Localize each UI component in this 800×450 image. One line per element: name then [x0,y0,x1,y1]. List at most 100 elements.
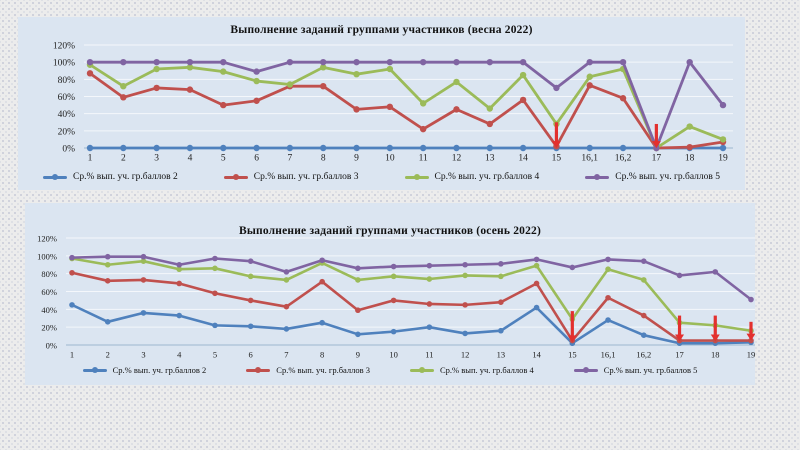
data-point [253,97,260,104]
data-point [319,257,325,264]
data-point [355,331,361,338]
data-point [519,71,527,79]
x-axis-tick-label: 7 [288,154,293,164]
data-point [176,266,183,273]
data-point [498,299,504,305]
legend-item: Ср.% вып. уч. гр.баллов 2 [82,365,206,375]
y-axis-tick-label: 20% [41,323,57,333]
data-point [212,265,218,272]
x-axis-tick-label: 18 [685,154,695,164]
legend-label: Ср.% вып. уч. гр.баллов 2 [73,172,178,182]
data-point [104,278,111,284]
x-axis-tick-label: 11 [419,154,428,164]
data-point [353,58,360,66]
data-point [719,136,727,143]
data-point [186,58,194,66]
x-axis-tick-label: 1 [88,154,93,164]
x-axis-tick-label: 4 [188,154,193,164]
y-axis-tick-label: 0% [46,341,57,351]
legend-label: Ср.% вып. уч. гр.баллов 4 [434,172,540,182]
data-point [498,327,504,334]
data-point [640,332,647,338]
data-point [453,58,460,66]
y-axis-tick-label: 80% [41,269,57,279]
data-point [386,65,394,73]
data-point [355,277,361,283]
x-axis-tick-label: 10 [385,154,395,164]
x-axis-tick-label: 16,1 [601,350,616,360]
data-point [453,78,460,86]
data-point [176,261,183,268]
annotation-arrow-head [710,334,720,342]
data-point [533,280,540,287]
data-point [719,101,727,109]
data-point [419,58,427,66]
y-axis-tick-label: 60% [58,93,76,103]
legend-item: Ср.% вып. уч. гр.баллов 4 [404,172,540,182]
legend-spring: Ср.% вып. уч. гр.баллов 2 Ср.% вып. уч. г… [18,172,745,182]
series-line [70,257,753,333]
data-point [498,273,504,280]
x-axis-tick-label: 16,2 [636,350,651,360]
data-point [320,83,327,90]
data-point [640,277,647,283]
data-point [390,273,397,280]
series-line [70,271,753,342]
legend-item: Ср.% вып. уч. гр.баллов 3 [246,365,370,375]
y-axis-tick-label: 20% [58,127,76,137]
data-point [686,143,693,151]
y-axis-tick-label: 0% [62,145,75,155]
data-point [686,58,693,66]
data-point [426,276,433,282]
x-axis-tick-label: 4 [177,350,182,360]
data-point [486,120,493,128]
line-chart-spring: 0%20%40%60%80%100%120%1 2 3 4 5 6 7 8 9 10 11 12 13 1… [53,42,733,164]
legend-item: Ср.% вып. уч. гр.баллов 5 [573,365,698,375]
data-point [253,68,260,75]
x-axis-tick-label: 3 [154,154,159,164]
data-point [419,125,427,133]
data-point [104,261,111,268]
x-axis-tick-label: 6 [254,154,259,164]
legend-line-marker-icon [246,367,271,373]
x-axis-tick-label: 16,2 [615,154,632,164]
data-point [286,144,294,152]
data-point [212,290,218,297]
chart-title-spring: Выполнение заданий группами участников (… [230,24,533,36]
data-point [220,144,227,152]
data-point [153,84,160,92]
data-point [247,273,254,280]
legend-label: Ср.% вып. уч. гр.баллов 5 [615,172,720,182]
data-point [462,302,468,308]
x-axis-tick-label: 8 [321,154,326,164]
data-point [353,106,360,113]
x-axis-tick-label: 16,1 [581,154,598,164]
data-point [586,73,593,80]
data-point [640,312,647,319]
data-point [153,58,160,66]
legend-line-marker-icon [82,367,107,373]
data-point [353,70,360,78]
legend-line-marker-icon [573,367,598,373]
annotation-arrow-head [567,335,577,343]
data-point [390,328,397,335]
data-point [605,294,611,301]
data-point [153,65,160,73]
x-axis-tick-label: 9 [356,350,360,360]
data-point [553,84,560,92]
data-point [283,303,290,310]
data-point [320,64,327,71]
y-axis-tick-label: 60% [41,287,57,297]
data-point [140,258,147,264]
data-point [462,272,468,279]
x-axis-tick-label: 17 [675,350,684,360]
legend-item: Ср.% вып. уч. гр.баллов 2 [43,172,178,182]
x-axis-tick-label: 2 [121,154,126,164]
legend-item: Ср.% вып. уч. гр.баллов 4 [410,365,534,375]
x-axis-tick-label: 6 [249,350,253,360]
y-axis-tick-label: 40% [41,305,57,315]
data-point [320,58,327,66]
data-point [220,101,227,109]
legend-line-marker-icon [43,174,68,180]
legend-label: Ср.% вып. уч. гр.баллов 5 [603,365,698,375]
